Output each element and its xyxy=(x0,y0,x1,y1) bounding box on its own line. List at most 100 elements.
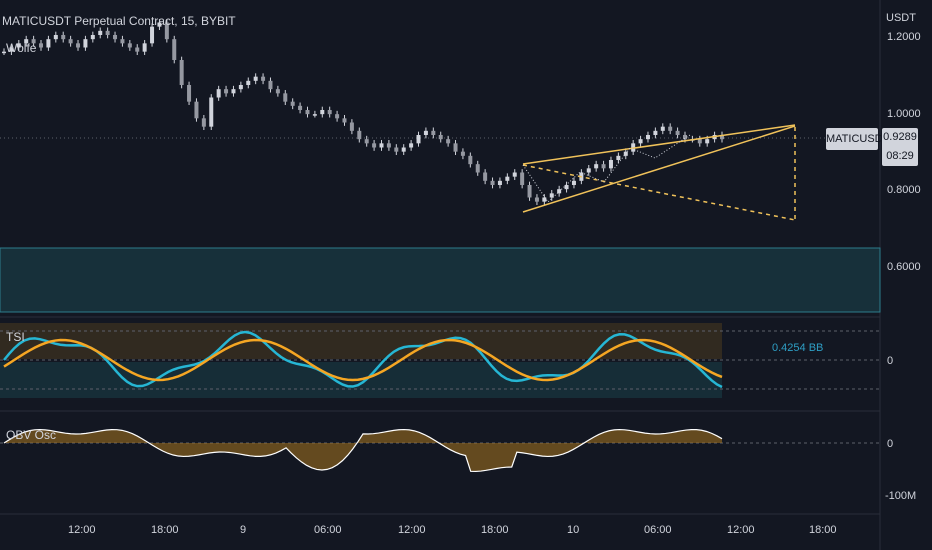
candle-body xyxy=(483,172,488,181)
candle-body xyxy=(209,97,214,127)
obv-tick-neg: -100M xyxy=(885,490,916,502)
candle-body xyxy=(216,89,221,98)
candle-body xyxy=(327,110,332,115)
candle-body xyxy=(357,130,362,140)
candle-body xyxy=(512,172,517,177)
candle-body xyxy=(446,139,451,144)
candle-body xyxy=(616,155,621,160)
candle-body xyxy=(705,139,710,144)
candle-body xyxy=(76,43,81,48)
wedge-dotted-path xyxy=(522,134,691,203)
candle-body xyxy=(113,35,118,40)
price-tick-2: 1.0000 xyxy=(887,108,921,120)
time-label: 18:00 xyxy=(481,524,509,536)
last-price-value: 0.9289 xyxy=(883,131,917,143)
candle-body xyxy=(660,126,665,131)
candle-body xyxy=(224,89,229,94)
candle-body xyxy=(9,47,14,52)
candle-body xyxy=(594,164,599,169)
candle-body xyxy=(90,35,95,40)
candle-body xyxy=(401,147,406,152)
wolfe-wedge xyxy=(522,124,796,221)
candle-body xyxy=(53,35,58,40)
candle-body xyxy=(586,168,591,173)
candle-body xyxy=(275,89,280,94)
candle-body xyxy=(31,39,36,44)
time-label: 12:00 xyxy=(68,524,96,536)
candle-body xyxy=(505,176,510,181)
candle-body xyxy=(105,30,110,35)
candle-body xyxy=(460,151,465,156)
time-label: 12:00 xyxy=(398,524,426,536)
candle-body xyxy=(601,164,606,169)
candle-body xyxy=(386,143,391,148)
symbol-title: MATICUSDT Perpetual Contract, 15, BYBIT xyxy=(2,14,236,28)
candle-body xyxy=(179,60,184,85)
tsi-title: TSI xyxy=(6,330,25,344)
indicator-title: Wolfe xyxy=(6,41,37,55)
time-label: 9 xyxy=(240,524,246,536)
candle-body xyxy=(409,143,414,148)
tsi-fast-line xyxy=(3,330,723,389)
obv-area xyxy=(4,429,722,472)
time-label: 18:00 xyxy=(809,524,837,536)
candle-body xyxy=(645,135,650,140)
candle-body xyxy=(261,76,266,81)
candle-body xyxy=(142,43,147,52)
candle-body xyxy=(290,101,295,106)
candle-body xyxy=(127,43,132,48)
tsi-lines-group xyxy=(3,330,723,389)
price-tick-3: 0.8000 xyxy=(887,184,921,196)
candle-body xyxy=(238,85,243,90)
candle-body xyxy=(194,101,199,119)
candle-body xyxy=(268,80,273,90)
candle-body xyxy=(638,139,643,144)
candle-body xyxy=(564,185,569,190)
candle-body xyxy=(542,197,547,202)
candle-body xyxy=(608,160,613,169)
candle-body xyxy=(98,30,103,35)
candle-body xyxy=(682,135,687,140)
bar-countdown: 08:29 xyxy=(886,150,914,162)
candle-body xyxy=(720,135,724,140)
candle-body xyxy=(16,43,21,48)
candle-body xyxy=(2,51,6,54)
candle-body xyxy=(61,35,66,40)
candle-body xyxy=(253,76,258,81)
candle-body xyxy=(668,126,673,131)
candle-body xyxy=(246,80,251,85)
candle-body xyxy=(335,114,340,119)
price-tick-1: 1.2000 xyxy=(887,31,921,43)
tsi-bb-label: 0.4254 BB xyxy=(772,342,824,354)
tsi-upper-band xyxy=(0,323,722,359)
candle-body xyxy=(453,143,458,152)
candle-body xyxy=(83,39,88,48)
time-label: 06:00 xyxy=(314,524,342,536)
obv-lines-group xyxy=(3,428,723,473)
obv-tick-zero: 0 xyxy=(887,438,893,450)
candle-body xyxy=(438,135,443,140)
tsi-tick-zero: 0 xyxy=(887,355,893,367)
candle-body xyxy=(372,143,377,148)
candle-body xyxy=(298,105,303,110)
candle-body xyxy=(697,139,702,144)
candle-body xyxy=(68,39,73,44)
wedge-lower-line xyxy=(522,125,796,213)
candle-body xyxy=(675,130,680,135)
tsi-slow-line xyxy=(3,338,723,382)
candle-body xyxy=(231,89,236,94)
candle-body xyxy=(39,43,44,48)
candle-body xyxy=(157,22,162,27)
candle-body xyxy=(305,110,310,115)
time-label: 06:00 xyxy=(644,524,672,536)
candle-body xyxy=(342,118,347,123)
candle-body xyxy=(320,110,325,115)
candle-body xyxy=(520,172,525,185)
candle-body xyxy=(431,130,436,135)
candle-body xyxy=(549,193,554,198)
time-label: 18:00 xyxy=(151,524,179,536)
candle-body xyxy=(571,180,576,185)
time-label: 10 xyxy=(567,524,579,536)
candle-body xyxy=(468,155,473,165)
candle-body xyxy=(172,39,177,60)
